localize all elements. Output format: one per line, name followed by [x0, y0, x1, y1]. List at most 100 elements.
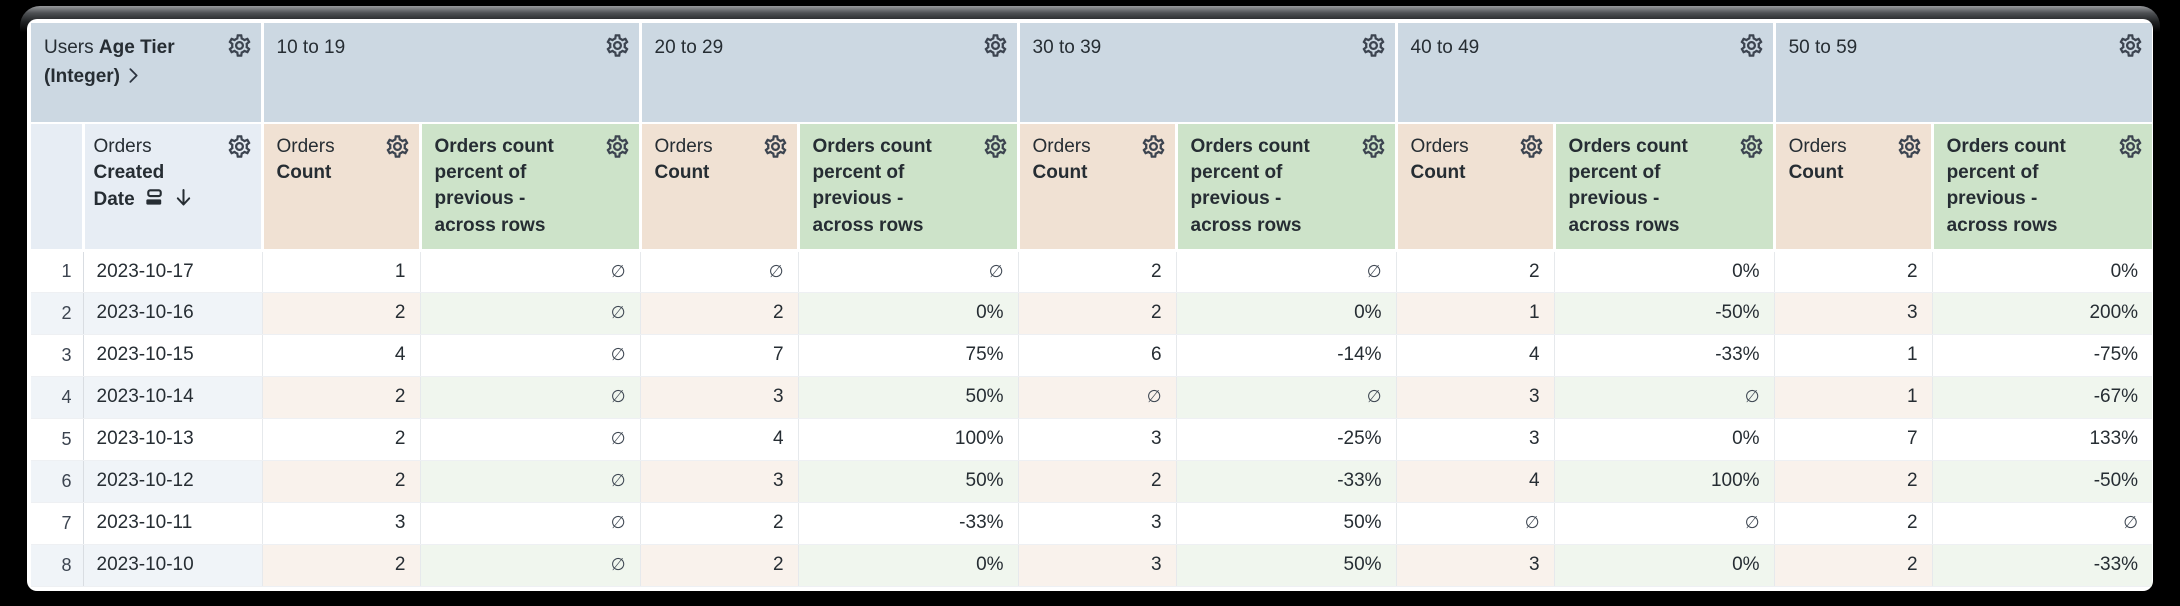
value-cell[interactable]: 2 [640, 292, 799, 335]
value-cell[interactable]: 0% [1554, 250, 1775, 293]
value-cell[interactable]: 2 [1774, 460, 1933, 503]
measure-header-orders-count[interactable]: Orders Count [1018, 123, 1178, 252]
gear-icon[interactable] [604, 32, 631, 59]
value-cell[interactable]: ∅ [420, 502, 641, 545]
value-cell[interactable]: -33% [1176, 460, 1397, 503]
value-cell[interactable]: 0% [1554, 418, 1775, 461]
value-cell[interactable]: ∅ [420, 418, 641, 461]
value-cell[interactable]: 2 [1774, 502, 1933, 545]
value-cell[interactable]: 2 [262, 460, 421, 503]
gear-icon[interactable] [2117, 32, 2144, 59]
chevron-right-icon[interactable] [124, 66, 143, 85]
value-cell[interactable]: ∅ [1554, 376, 1775, 419]
value-cell[interactable]: 7 [640, 334, 799, 377]
value-cell[interactable]: 2 [1018, 460, 1177, 503]
value-cell[interactable]: ∅ [420, 250, 641, 293]
value-cell[interactable]: 0% [1176, 292, 1397, 335]
value-cell[interactable]: 75% [798, 334, 1019, 377]
value-cell[interactable]: 4 [640, 418, 799, 461]
pivot-header-40-to-49[interactable]: 40 to 49 [1396, 23, 1776, 124]
value-cell[interactable]: 6 [1018, 334, 1177, 377]
gear-icon[interactable] [1738, 32, 1765, 59]
value-cell[interactable]: 2 [640, 502, 799, 545]
value-cell[interactable]: 2 [1018, 292, 1177, 335]
value-cell[interactable]: 133% [1932, 418, 2153, 461]
value-cell[interactable]: 3 [640, 376, 799, 419]
value-cell[interactable]: ∅ [420, 334, 641, 377]
value-cell[interactable]: 2 [262, 418, 421, 461]
measure-header-orders-count[interactable]: Orders Count [640, 123, 800, 252]
gear-icon[interactable] [1360, 32, 1387, 59]
value-cell[interactable]: ∅ [1176, 376, 1397, 419]
value-cell[interactable]: -50% [1932, 460, 2153, 503]
value-cell[interactable]: ∅ [640, 250, 799, 293]
value-cell[interactable]: -14% [1176, 334, 1397, 377]
gear-icon[interactable] [1896, 133, 1923, 160]
value-cell[interactable]: ∅ [420, 292, 641, 335]
value-cell[interactable]: 2 [262, 376, 421, 419]
value-cell[interactable]: 1 [1774, 334, 1933, 377]
value-cell[interactable]: 3 [1774, 292, 1933, 335]
value-cell[interactable]: 1 [1774, 376, 1933, 419]
pivot-header-50-to-59[interactable]: 50 to 59 [1774, 23, 2153, 124]
value-cell[interactable]: 3 [1396, 544, 1555, 587]
value-cell[interactable]: 7 [1774, 418, 1933, 461]
measure-header-orders-count[interactable]: Orders Count [262, 123, 422, 252]
pivot-header-30-to-39[interactable]: 30 to 39 [1018, 23, 1398, 124]
value-cell[interactable]: ∅ [1018, 376, 1177, 419]
value-cell[interactable]: -50% [1554, 292, 1775, 335]
date-cell[interactable]: 2023-10-17 [83, 250, 263, 293]
value-cell[interactable]: -75% [1932, 334, 2153, 377]
value-cell[interactable]: ∅ [1396, 502, 1555, 545]
date-cell[interactable]: 2023-10-10 [83, 544, 263, 587]
value-cell[interactable]: 0% [1932, 250, 2153, 293]
value-cell[interactable]: -33% [798, 502, 1019, 545]
gear-icon[interactable] [226, 32, 253, 59]
value-cell[interactable]: 200% [1932, 292, 2153, 335]
value-cell[interactable]: 2 [1018, 250, 1177, 293]
value-cell[interactable]: 2 [1396, 250, 1555, 293]
value-cell[interactable]: ∅ [1176, 250, 1397, 293]
value-cell[interactable]: 4 [262, 334, 421, 377]
date-cell[interactable]: 2023-10-15 [83, 334, 263, 377]
value-cell[interactable]: 100% [1554, 460, 1775, 503]
value-cell[interactable]: 0% [798, 544, 1019, 587]
value-cell[interactable]: 0% [798, 292, 1019, 335]
value-cell[interactable]: 50% [798, 460, 1019, 503]
gear-icon[interactable] [1360, 133, 1387, 160]
subtotal-icon[interactable] [142, 186, 167, 209]
date-cell[interactable]: 2023-10-16 [83, 292, 263, 335]
gear-icon[interactable] [982, 133, 1009, 160]
calc-header-percent-of-previous[interactable]: Orders count percent of previous - acros… [1554, 123, 1776, 252]
value-cell[interactable]: 3 [262, 502, 421, 545]
value-cell[interactable]: ∅ [420, 460, 641, 503]
value-cell[interactable]: 2 [262, 292, 421, 335]
value-cell[interactable]: 2 [1774, 544, 1933, 587]
gear-icon[interactable] [1518, 133, 1545, 160]
value-cell[interactable]: ∅ [420, 376, 641, 419]
value-cell[interactable]: 50% [1176, 544, 1397, 587]
gear-icon[interactable] [2117, 133, 2144, 160]
value-cell[interactable]: 3 [1018, 544, 1177, 587]
value-cell[interactable]: 2 [640, 544, 799, 587]
measure-header-orders-count[interactable]: Orders Count [1396, 123, 1556, 252]
pivot-header-20-to-29[interactable]: 20 to 29 [640, 23, 1020, 124]
measure-header-orders-count[interactable]: Orders Count [1774, 123, 1934, 252]
value-cell[interactable]: ∅ [798, 250, 1019, 293]
calc-header-percent-of-previous[interactable]: Orders count percent of previous - acros… [1932, 123, 2153, 252]
value-cell[interactable]: 4 [1396, 460, 1555, 503]
gear-icon[interactable] [982, 32, 1009, 59]
calc-header-percent-of-previous[interactable]: Orders count percent of previous - acros… [420, 123, 642, 252]
pivot-field-header[interactable]: Users Age Tier (Integer) [31, 23, 264, 124]
value-cell[interactable]: 50% [1176, 502, 1397, 545]
value-cell[interactable]: 3 [1018, 502, 1177, 545]
value-cell[interactable]: ∅ [420, 544, 641, 587]
pivot-header-10-to-19[interactable]: 10 to 19 [262, 23, 642, 124]
dimension-header-orders-created-date[interactable]: Orders Created Date [83, 123, 264, 252]
gear-icon[interactable] [226, 133, 253, 160]
value-cell[interactable]: 50% [798, 376, 1019, 419]
value-cell[interactable]: -33% [1932, 544, 2153, 587]
sort-desc-arrow-icon[interactable] [173, 186, 194, 209]
value-cell[interactable]: 2 [262, 544, 421, 587]
value-cell[interactable]: 2 [1774, 250, 1933, 293]
